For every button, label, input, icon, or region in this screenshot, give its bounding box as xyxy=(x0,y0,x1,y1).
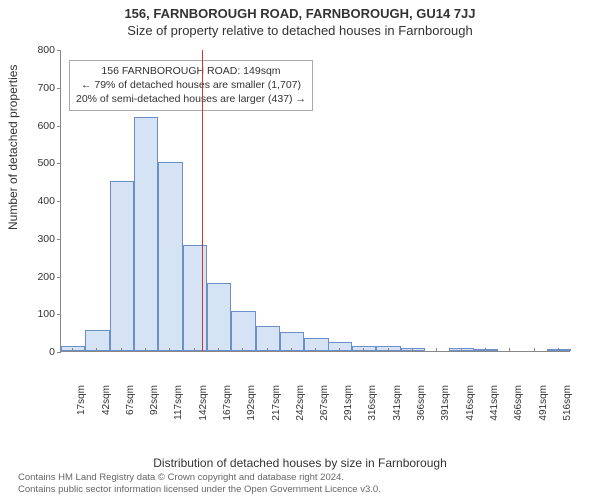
x-tick-mark xyxy=(121,348,122,352)
y-tick-mark xyxy=(57,352,61,353)
x-tick-mark xyxy=(388,348,389,352)
x-tick-label: 267sqm xyxy=(319,385,330,429)
histogram-bar xyxy=(207,283,231,351)
histogram-bar xyxy=(158,162,182,351)
footer-line-1: Contains HM Land Registry data © Crown c… xyxy=(18,472,381,484)
x-tick-label: 217sqm xyxy=(271,385,282,429)
x-tick-label: 341sqm xyxy=(392,385,403,429)
y-tick-label: 700 xyxy=(25,82,55,94)
chart-area: 156 FARNBOROUGH ROAD: 149sqm ← 79% of de… xyxy=(60,50,570,410)
x-tick-mark xyxy=(339,348,340,352)
annotation-line-1: 156 FARNBOROUGH ROAD: 149sqm xyxy=(76,64,306,78)
x-tick-mark xyxy=(218,348,219,352)
x-tick-label: 92sqm xyxy=(149,385,160,429)
x-tick-mark xyxy=(509,348,510,352)
x-tick-mark xyxy=(534,348,535,352)
y-tick-label: 100 xyxy=(25,308,55,320)
y-tick-label: 200 xyxy=(25,271,55,283)
x-tick-label: 192sqm xyxy=(246,385,257,429)
y-tick-label: 800 xyxy=(25,44,55,56)
x-tick-label: 117sqm xyxy=(173,385,184,429)
x-tick-mark xyxy=(485,348,486,352)
y-tick-mark xyxy=(57,239,61,240)
page-title: 156, FARNBOROUGH ROAD, FARNBOROUGH, GU14… xyxy=(0,0,600,21)
reference-line xyxy=(202,50,203,351)
x-tick-mark xyxy=(363,348,364,352)
footer: Contains HM Land Registry data © Crown c… xyxy=(18,472,381,496)
x-tick-mark xyxy=(72,348,73,352)
histogram-bar xyxy=(134,117,158,351)
page-subtitle: Size of property relative to detached ho… xyxy=(0,21,600,38)
x-tick-label: 291sqm xyxy=(343,385,354,429)
x-tick-label: 17sqm xyxy=(76,385,87,429)
footer-line-2: Contains public sector information licen… xyxy=(18,484,381,496)
x-tick-mark xyxy=(194,348,195,352)
histogram-bar xyxy=(85,330,109,351)
y-tick-label: 400 xyxy=(25,195,55,207)
x-axis-label: Distribution of detached houses by size … xyxy=(0,456,600,470)
x-tick-label: 441sqm xyxy=(489,385,500,429)
x-tick-mark xyxy=(145,348,146,352)
x-tick-label: 391sqm xyxy=(440,385,451,429)
y-tick-mark xyxy=(57,126,61,127)
plot-area: 156 FARNBOROUGH ROAD: 149sqm ← 79% of de… xyxy=(60,50,570,352)
x-tick-mark xyxy=(169,348,170,352)
y-tick-mark xyxy=(57,50,61,51)
y-tick-mark xyxy=(57,277,61,278)
x-tick-label: 366sqm xyxy=(416,385,427,429)
x-tick-mark xyxy=(96,348,97,352)
x-tick-mark xyxy=(436,348,437,352)
x-tick-label: 42sqm xyxy=(101,385,112,429)
x-tick-label: 466sqm xyxy=(513,385,524,429)
x-tick-mark xyxy=(315,348,316,352)
x-tick-mark xyxy=(267,348,268,352)
y-tick-mark xyxy=(57,314,61,315)
histogram-bar xyxy=(110,181,134,351)
x-tick-mark xyxy=(461,348,462,352)
x-tick-mark xyxy=(412,348,413,352)
y-tick-label: 500 xyxy=(25,157,55,169)
y-tick-mark xyxy=(57,163,61,164)
x-tick-label: 416sqm xyxy=(465,385,476,429)
y-axis-label: Number of detached properties xyxy=(6,65,20,230)
histogram-bar xyxy=(61,346,85,351)
x-tick-label: 516sqm xyxy=(562,385,573,429)
y-tick-mark xyxy=(57,201,61,202)
histogram-bar xyxy=(401,348,425,351)
histogram-bar xyxy=(183,245,207,351)
x-tick-label: 142sqm xyxy=(198,385,209,429)
histogram-bar xyxy=(280,332,304,351)
x-tick-mark xyxy=(242,348,243,352)
x-tick-mark xyxy=(291,348,292,352)
annotation-line-3: 20% of semi-detached houses are larger (… xyxy=(76,92,306,106)
x-tick-mark xyxy=(558,348,559,352)
x-tick-label: 491sqm xyxy=(538,385,549,429)
page: 156, FARNBOROUGH ROAD, FARNBOROUGH, GU14… xyxy=(0,0,600,500)
histogram-bar xyxy=(231,311,255,351)
x-tick-label: 242sqm xyxy=(295,385,306,429)
y-tick-label: 300 xyxy=(25,233,55,245)
annotation-box: 156 FARNBOROUGH ROAD: 149sqm ← 79% of de… xyxy=(69,60,313,111)
annotation-line-2: ← 79% of detached houses are smaller (1,… xyxy=(76,78,306,92)
y-tick-label: 600 xyxy=(25,120,55,132)
y-tick-label: 0 xyxy=(25,346,55,358)
x-tick-label: 167sqm xyxy=(222,385,233,429)
x-tick-label: 316sqm xyxy=(367,385,378,429)
y-tick-mark xyxy=(57,88,61,89)
x-tick-label: 67sqm xyxy=(125,385,136,429)
histogram-bar xyxy=(256,326,280,351)
